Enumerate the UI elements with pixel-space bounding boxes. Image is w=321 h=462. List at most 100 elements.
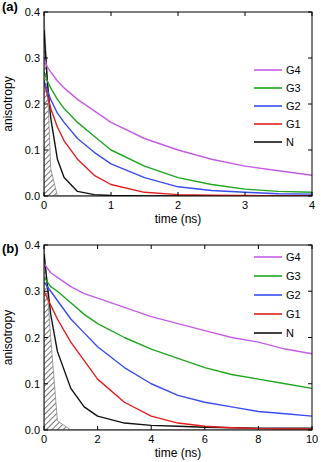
legend-label: G2 bbox=[286, 100, 301, 112]
legend-swatch bbox=[254, 332, 282, 334]
panel-label: (b) bbox=[2, 241, 19, 256]
y-tick bbox=[44, 58, 48, 59]
x-tick-label: 2 bbox=[95, 433, 101, 445]
series-line bbox=[44, 254, 312, 428]
x-tick bbox=[312, 426, 313, 430]
x-tick-label: 0 bbox=[41, 199, 47, 211]
x-tick-label: 2 bbox=[175, 199, 181, 211]
y-tick bbox=[44, 12, 48, 13]
x-tick-top bbox=[44, 12, 45, 16]
y-tick-right bbox=[308, 383, 312, 384]
x-tick bbox=[204, 426, 205, 430]
y-tick-label: 0.4 bbox=[25, 239, 40, 251]
legend-swatch bbox=[254, 123, 282, 125]
y-tick bbox=[44, 337, 48, 338]
x-tick-top bbox=[258, 245, 259, 249]
series-line bbox=[44, 291, 312, 429]
legend-label: N bbox=[286, 327, 294, 339]
series-line bbox=[44, 30, 312, 196]
y-tick-right bbox=[308, 12, 312, 13]
x-tick-top bbox=[97, 245, 98, 249]
legend-label: G4 bbox=[286, 251, 301, 263]
x-tick bbox=[97, 426, 98, 430]
x-tick-top bbox=[245, 12, 246, 16]
y-tick-right bbox=[308, 150, 312, 151]
figure: 0 1 2 3 4 0.0 0.1 0.2 0.3 0.4 time (ns) anisotropy (… bbox=[0, 0, 321, 462]
legend-label: G3 bbox=[286, 270, 301, 282]
x-tick-top bbox=[151, 245, 152, 249]
legend-label: G1 bbox=[286, 118, 301, 130]
y-tick-label: 0.2 bbox=[25, 98, 40, 110]
y-tick bbox=[44, 383, 48, 384]
legend-swatch bbox=[254, 141, 282, 143]
plot-frame bbox=[44, 245, 312, 430]
x-tick-top bbox=[178, 12, 179, 16]
y-tick-label: 0.2 bbox=[25, 332, 40, 344]
x-tick-label: 0 bbox=[41, 433, 47, 445]
legend-swatch bbox=[254, 69, 282, 71]
x-tick bbox=[151, 426, 152, 430]
y-axis-label: anisotropy bbox=[1, 76, 15, 131]
y-tick-right bbox=[308, 104, 312, 105]
panel: 02468100.00.10.20.30.4time (ns)anisotrop… bbox=[1, 239, 318, 460]
y-tick-label: 0.3 bbox=[25, 285, 40, 297]
legend-swatch bbox=[254, 294, 282, 296]
legend-label: N bbox=[286, 136, 294, 148]
y-tick-right bbox=[308, 58, 312, 59]
y-tick-label: 0.0 bbox=[25, 424, 40, 436]
x-tick-label: 8 bbox=[255, 433, 261, 445]
y-tick-right bbox=[308, 291, 312, 292]
x-tick-label: 4 bbox=[148, 433, 154, 445]
legend-swatch bbox=[254, 313, 282, 315]
legend-swatch bbox=[254, 256, 282, 258]
x-tick-top bbox=[312, 12, 313, 16]
irf-area bbox=[44, 245, 312, 430]
series-line bbox=[44, 282, 312, 416]
x-tick-top bbox=[204, 245, 205, 249]
plot-area bbox=[44, 12, 312, 196]
series-line bbox=[44, 72, 312, 193]
legend-swatch bbox=[254, 87, 282, 89]
x-tick-top bbox=[111, 12, 112, 16]
legend-swatch bbox=[254, 275, 282, 277]
x-tick-top bbox=[312, 245, 313, 249]
x-tick bbox=[111, 192, 112, 196]
series-line bbox=[44, 264, 312, 354]
y-tick-label: 0.3 bbox=[25, 52, 40, 64]
x-tick bbox=[258, 426, 259, 430]
y-tick bbox=[44, 150, 48, 151]
irf-area bbox=[44, 12, 312, 196]
y-tick-right bbox=[308, 337, 312, 338]
x-tick-label: 10 bbox=[306, 433, 318, 445]
series-line bbox=[44, 81, 312, 196]
x-tick-label: 1 bbox=[108, 199, 114, 211]
y-tick bbox=[44, 291, 48, 292]
y-tick bbox=[44, 245, 48, 246]
y-tick bbox=[44, 430, 48, 431]
y-tick-label: 0.0 bbox=[25, 190, 40, 202]
x-tick bbox=[178, 192, 179, 196]
x-tick-top bbox=[44, 245, 45, 249]
x-tick-label: 3 bbox=[242, 199, 248, 211]
x-axis-label: time (ns) bbox=[155, 446, 202, 460]
plot-area bbox=[44, 245, 312, 430]
y-tick bbox=[44, 104, 48, 105]
x-tick-label: 6 bbox=[202, 433, 208, 445]
y-tick-right bbox=[308, 245, 312, 246]
y-tick-label: 0.1 bbox=[25, 378, 40, 390]
x-tick bbox=[312, 192, 313, 196]
legend-label: G3 bbox=[286, 82, 301, 94]
x-tick bbox=[245, 192, 246, 196]
y-tick-label: 0.4 bbox=[25, 6, 40, 18]
legend-label: G4 bbox=[286, 64, 301, 76]
x-axis-label: time (ns) bbox=[155, 212, 202, 226]
y-tick-right bbox=[308, 196, 312, 197]
y-tick-label: 0.1 bbox=[25, 144, 40, 156]
x-tick-label: 4 bbox=[309, 199, 315, 211]
legend-swatch bbox=[254, 105, 282, 107]
series-line bbox=[44, 58, 312, 175]
legend: G4 G3 G2 G1 N bbox=[254, 251, 301, 339]
panel-label: (a) bbox=[2, 0, 18, 14]
legend-label: G1 bbox=[286, 308, 301, 320]
legend-label: G2 bbox=[286, 289, 301, 301]
